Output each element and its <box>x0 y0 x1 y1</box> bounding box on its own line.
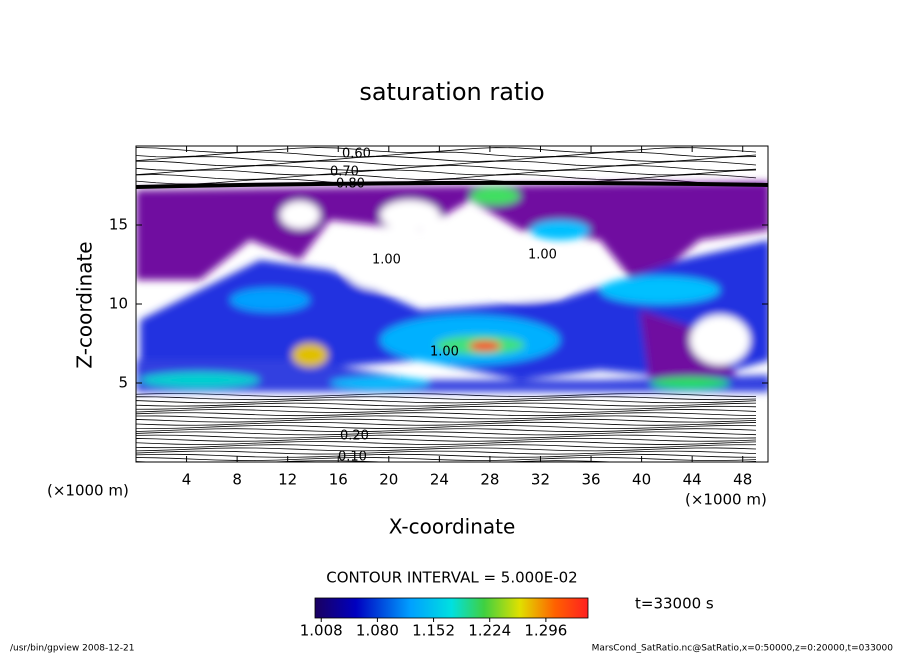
x-unit-label: (×1000 m) <box>685 491 767 509</box>
contour-line <box>136 396 757 401</box>
y-tick-label: 10 <box>109 295 128 313</box>
y-tick-label: 15 <box>109 216 128 234</box>
contour-label: 0.10 <box>338 450 367 465</box>
contour-label: 1.00 <box>430 345 459 360</box>
colorbar-tick-label: 1.008 <box>300 622 343 640</box>
contour-line <box>136 169 757 176</box>
contour-line <box>136 431 757 436</box>
contour-label: 0.80 <box>336 177 365 192</box>
contour-line <box>136 437 757 442</box>
contour-line <box>136 434 757 439</box>
colorbar-tick-label: 1.224 <box>468 622 511 640</box>
contour-line <box>136 399 757 404</box>
x-unit-label: (×1000 m) <box>47 482 129 500</box>
contour-label: 0.60 <box>342 147 371 162</box>
contour-line <box>136 421 757 426</box>
contour-label: 1.00 <box>528 248 557 263</box>
contour-line <box>136 450 757 455</box>
x-tick-label: 24 <box>430 471 449 489</box>
contour-line <box>136 165 757 171</box>
contour-labels: 0.60 0.70 0.80 1.00 1.00 1.00 0.20 0.10 <box>330 147 557 465</box>
x-tick-label: 16 <box>329 471 348 489</box>
shading <box>136 182 768 392</box>
time-label: t=33000 s <box>635 595 714 613</box>
colorbar <box>314 597 589 619</box>
contour-line <box>136 160 757 167</box>
contour-line <box>136 447 757 452</box>
colorbar-tick-label: 1.080 <box>356 622 399 640</box>
x-tick-label: 28 <box>480 471 499 489</box>
contour-interval: CONTOUR INTERVAL = 5.000E-02 <box>326 569 577 587</box>
contour-line <box>136 412 757 417</box>
x-tick-label: 8 <box>232 471 242 489</box>
contour-line <box>136 453 757 458</box>
contour-label: 1.00 <box>372 253 401 268</box>
contour-line <box>136 178 757 185</box>
thick-contour <box>136 180 768 189</box>
contour-line <box>136 457 757 461</box>
x-tick-label: 48 <box>733 471 752 489</box>
colorbar-tick-label: 1.152 <box>412 622 455 640</box>
chart-title: saturation ratio <box>359 78 544 106</box>
x-tick-label: 44 <box>683 471 702 489</box>
contour-line <box>136 415 757 420</box>
contour-line <box>136 156 757 162</box>
contour-line <box>136 409 757 413</box>
contour-line <box>136 151 757 158</box>
contour-line <box>136 174 757 180</box>
footer-right: MarsCond_SatRatio.nc@SatRatio,x=0:50000,… <box>592 644 894 654</box>
footer-left: /usr/bin/gpview 2008-12-21 <box>10 644 134 654</box>
x-axis-label: X-coordinate <box>389 515 516 539</box>
contour-label: 0.20 <box>340 429 369 444</box>
contour-line <box>136 147 757 153</box>
contour-line <box>136 425 757 429</box>
contour-label: 0.70 <box>330 165 359 180</box>
contour-line <box>136 393 757 397</box>
y-tick-label: 5 <box>118 374 128 392</box>
x-tick-label: 4 <box>182 471 192 489</box>
contour-line <box>136 402 757 407</box>
contour-line <box>136 418 757 423</box>
contour-line <box>136 444 757 449</box>
x-tick-label: 36 <box>581 471 600 489</box>
contour-line <box>136 428 757 433</box>
contour-lines <box>136 147 757 462</box>
y-axis-label: Z-coordinate <box>73 241 97 368</box>
colorbar-tick-label: 1.296 <box>524 622 567 640</box>
x-tick-label: 20 <box>379 471 398 489</box>
contour-field <box>136 147 768 462</box>
contour-line <box>136 405 757 410</box>
x-tick-label: 32 <box>531 471 550 489</box>
contour-line <box>136 441 757 445</box>
x-tick-label: 40 <box>632 471 651 489</box>
x-tick-label: 12 <box>278 471 297 489</box>
